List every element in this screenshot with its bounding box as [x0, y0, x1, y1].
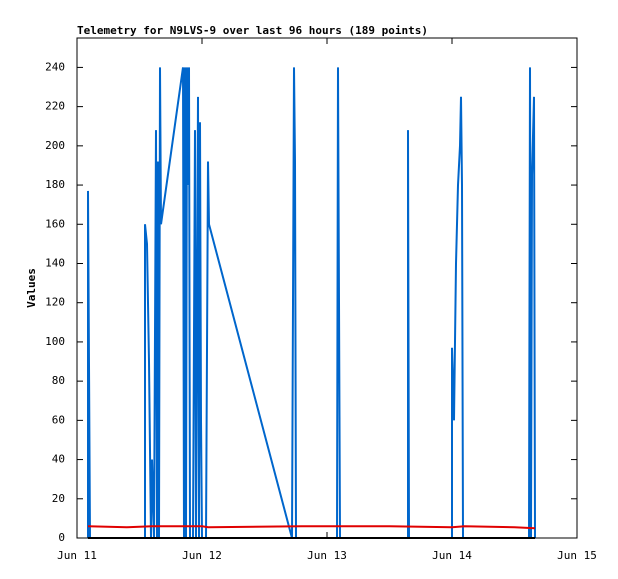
series-line — [87, 525, 536, 530]
x-tick-label: Jun 11 — [57, 549, 97, 562]
y-tick-label: 0 — [58, 531, 65, 544]
y-tick-label: 100 — [45, 335, 65, 348]
x-tick-label: Jun 13 — [307, 549, 347, 562]
y-tick-label: 120 — [45, 296, 65, 309]
y-axis-label: Values — [25, 268, 38, 308]
y-tick-label: 160 — [45, 217, 65, 230]
y-tick-label: 80 — [52, 374, 65, 387]
y-tick-label: 240 — [45, 60, 65, 73]
x-tick-label: Jun 14 — [432, 549, 472, 562]
y-tick-label: 140 — [45, 256, 65, 269]
series-line — [87, 67, 536, 539]
y-tick-label: 20 — [52, 492, 65, 505]
chart-title: Telemetry for N9LVS-9 over last 96 hours… — [77, 24, 428, 37]
y-tick-label: 40 — [52, 453, 65, 466]
y-tick-label: 60 — [52, 413, 65, 426]
y-tick-label: 220 — [45, 100, 65, 113]
x-tick-label: Jun 15 — [557, 549, 597, 562]
x-tick-label: Jun 12 — [182, 549, 222, 562]
plot-frame — [76, 37, 578, 539]
y-tick-label: 180 — [45, 178, 65, 191]
y-tick-label: 200 — [45, 139, 65, 152]
